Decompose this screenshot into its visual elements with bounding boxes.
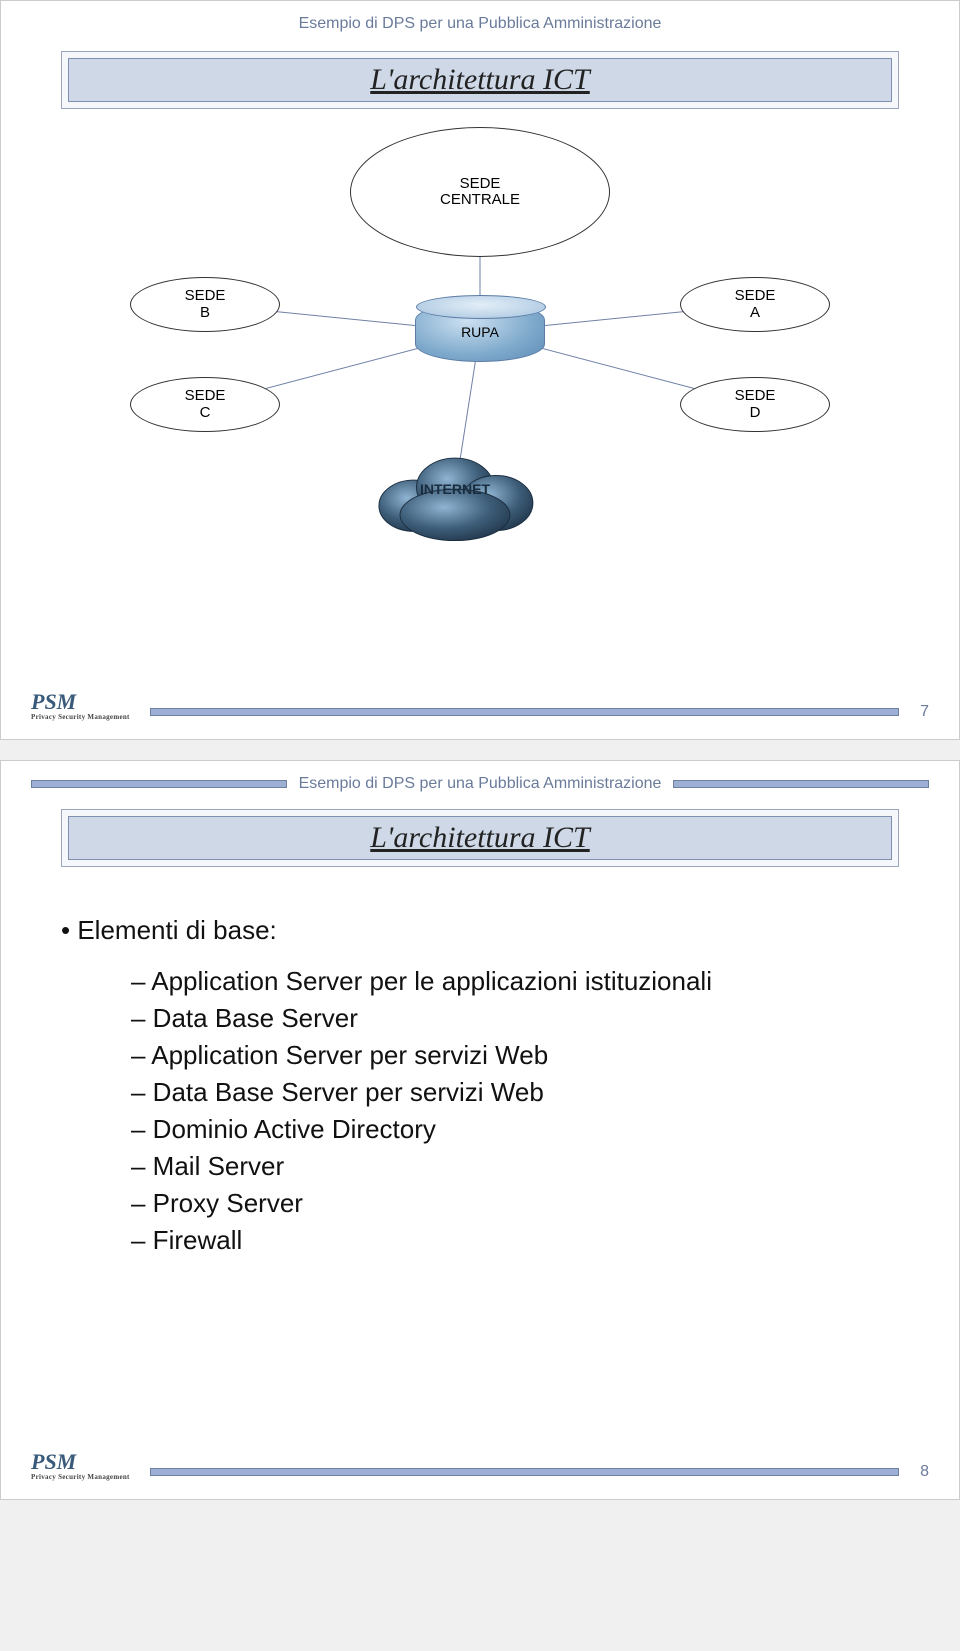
logo-subtext: Privacy Security Management [31, 1473, 130, 1481]
sub-item: – Firewall [131, 1225, 899, 1256]
slide-title: L'architettura ICT [68, 816, 892, 860]
slide-content: • Elementi di base: – Application Server… [1, 885, 959, 1292]
sub-item: – Application Server per le applicazioni… [131, 966, 899, 997]
slide-title: L'architettura ICT [68, 58, 892, 102]
page-number: 8 [909, 1463, 929, 1481]
node-sede-a: SEDE A [680, 277, 830, 332]
node-label: RUPA [461, 324, 499, 340]
title-bar: L'architettura ICT [61, 51, 899, 109]
bullet-main-text: Elementi di base: [77, 915, 276, 945]
sub-item: – Application Server per servizi Web [131, 1040, 899, 1071]
logo: PSM Privacy Security Management [31, 689, 130, 721]
slide-header: Esempio di DPS per una Pubblica Amminist… [299, 775, 662, 793]
sub-item: – Mail Server [131, 1151, 899, 1182]
logo: PSM Privacy Security Management [31, 1449, 130, 1481]
logo-subtext: Privacy Security Management [31, 713, 130, 721]
footer-right: 7 [130, 703, 929, 721]
node-sede-d: SEDE D [680, 377, 830, 432]
node-rupa: RUPA [415, 302, 545, 362]
node-sede-b: SEDE B [130, 277, 280, 332]
node-label: SEDE B [185, 288, 226, 321]
footer-right: 8 [130, 1463, 929, 1481]
title-bar: L'architettura ICT [61, 809, 899, 867]
node-sede-centrale: SEDE CENTRALE [350, 127, 610, 257]
slide-footer: PSM Privacy Security Management 8 [1, 1449, 959, 1491]
sub-item: – Data Base Server per servizi Web [131, 1077, 899, 1108]
sub-item: – Proxy Server [131, 1188, 899, 1219]
node-label: INTERNET [360, 481, 550, 497]
architecture-diagram: SEDE CENTRALE SEDE B SEDE A RUPA SEDE C … [60, 127, 900, 557]
page-number: 7 [909, 703, 929, 721]
node-internet: INTERNET [360, 437, 550, 547]
header-bar-left [31, 780, 287, 788]
node-label: SEDE CENTRALE [440, 176, 520, 209]
footer-bar [150, 708, 899, 716]
node-label: SEDE C [185, 388, 226, 421]
node-label: SEDE A [735, 288, 776, 321]
sub-list: – Application Server per le applicazioni… [131, 966, 899, 1256]
slide-footer: PSM Privacy Security Management 7 [1, 689, 959, 731]
node-label: SEDE D [735, 388, 776, 421]
logo-text: PSM [31, 1449, 76, 1474]
slide-header: Esempio di DPS per una Pubblica Amminist… [1, 1, 959, 43]
slide-1: Esempio di DPS per una Pubblica Amminist… [0, 0, 960, 740]
header-bar-right [673, 780, 929, 788]
bullet-main: • Elementi di base: [61, 915, 899, 946]
node-sede-c: SEDE C [130, 377, 280, 432]
logo-text: PSM [31, 689, 76, 714]
sub-item: – Dominio Active Directory [131, 1114, 899, 1145]
slide-2: Esempio di DPS per una Pubblica Amminist… [0, 760, 960, 1500]
footer-bar [150, 1468, 899, 1476]
sub-item: – Data Base Server [131, 1003, 899, 1034]
slide-header-row: Esempio di DPS per una Pubblica Amminist… [1, 761, 959, 801]
